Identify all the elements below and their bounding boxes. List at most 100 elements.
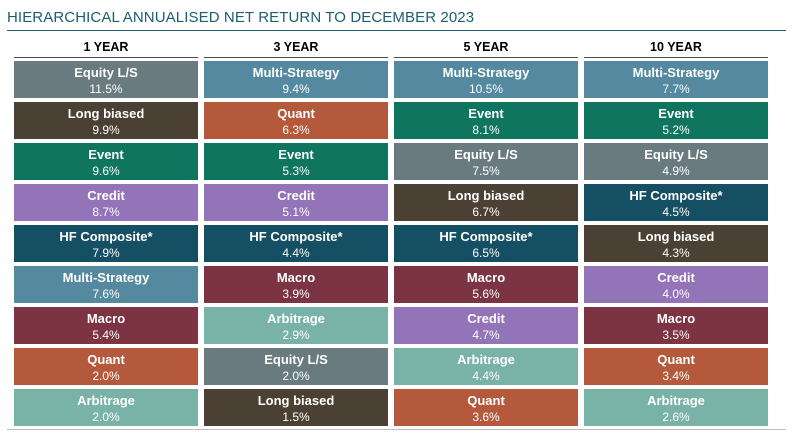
cell-event: Event 5.2%: [584, 102, 768, 139]
strategy-name: Equity L/S: [644, 147, 708, 162]
strategy-name: Long biased: [447, 188, 525, 203]
cell-long-biased: Long biased 6.7%: [394, 184, 578, 221]
column-header: 1 YEAR: [83, 40, 129, 54]
return-value: 9.4%: [282, 82, 310, 96]
column-header-rule: [14, 57, 198, 58]
column-1-year: 1 YEAR Equity L/S 11.5% Long biased 9.9% Even…: [14, 37, 198, 430]
return-value: 3.6%: [472, 410, 500, 424]
column-header: 5 YEAR: [463, 40, 509, 54]
return-value: 4.5%: [662, 205, 690, 219]
strategy-name: Event: [88, 147, 124, 162]
cell-hf-composite: HF Composite* 4.4%: [204, 225, 388, 262]
cell-macro: Macro 5.4%: [14, 307, 198, 344]
cell-credit: Credit 8.7%: [14, 184, 198, 221]
column-header-rule: [204, 57, 388, 58]
strategy-name: Credit: [467, 311, 505, 326]
cell-equity-l-s: Equity L/S 4.9%: [584, 143, 768, 180]
cell-credit: Credit 5.1%: [204, 184, 388, 221]
strategy-name: Multi-Strategy: [62, 270, 150, 285]
strategy-name: Event: [468, 106, 504, 121]
strategy-name: Arbitrage: [647, 393, 705, 408]
return-value: 7.7%: [662, 82, 690, 96]
cell-credit: Credit 4.0%: [584, 266, 768, 303]
cell-credit: Credit 4.7%: [394, 307, 578, 344]
return-value: 2.6%: [662, 410, 690, 424]
cell-quant: Quant 3.6%: [394, 389, 578, 426]
strategy-name: Credit: [87, 188, 125, 203]
strategy-name: Quant: [657, 352, 695, 367]
strategy-name: Quant: [277, 106, 315, 121]
return-value: 8.1%: [472, 123, 500, 137]
strategy-name: Macro: [466, 270, 506, 285]
return-value: 4.4%: [282, 246, 310, 260]
strategy-name: Multi-Strategy: [252, 65, 340, 80]
return-value: 2.0%: [92, 410, 120, 424]
return-value: 7.9%: [92, 246, 120, 260]
cell-multi-strategy: Multi-Strategy 9.4%: [204, 61, 388, 98]
cell-arbitrage: Arbitrage 2.6%: [584, 389, 768, 426]
return-value: 1.5%: [282, 410, 310, 424]
cell-long-biased: Long biased 1.5%: [204, 389, 388, 426]
return-value: 3.5%: [662, 328, 690, 342]
cell-quant: Quant 2.0%: [14, 348, 198, 385]
cell-event: Event 9.6%: [14, 143, 198, 180]
return-value: 5.6%: [472, 287, 500, 301]
cell-hf-composite: HF Composite* 4.5%: [584, 184, 768, 221]
title-rule: [7, 30, 786, 31]
strategy-name: Multi-Strategy: [632, 65, 720, 80]
return-value: 4.3%: [662, 246, 690, 260]
cell-equity-l-s: Equity L/S 7.5%: [394, 143, 578, 180]
cell-event: Event 5.3%: [204, 143, 388, 180]
cell-equity-l-s: Equity L/S 2.0%: [204, 348, 388, 385]
return-value: 6.5%: [472, 246, 500, 260]
return-value: 3.4%: [662, 369, 690, 383]
chart-title: HIERARCHICAL ANNUALISED NET RETURN TO DE…: [7, 9, 475, 26]
return-value: 10.5%: [468, 82, 504, 96]
return-value: 7.5%: [472, 164, 500, 178]
cell-macro: Macro 5.6%: [394, 266, 578, 303]
strategy-name: Equity L/S: [264, 352, 328, 367]
strategy-name: HF Composite*: [439, 229, 533, 244]
return-value: 4.9%: [662, 164, 690, 178]
return-value: 5.3%: [282, 164, 310, 178]
return-value: 5.4%: [92, 328, 120, 342]
return-value: 2.0%: [282, 369, 310, 383]
return-value: 2.0%: [92, 369, 120, 383]
return-value: 4.4%: [472, 369, 500, 383]
cell-hf-composite: HF Composite* 7.9%: [14, 225, 198, 262]
cell-long-biased: Long biased 9.9%: [14, 102, 198, 139]
cell-equity-l-s: Equity L/S 11.5%: [14, 61, 198, 98]
strategy-name: Macro: [276, 270, 316, 285]
cell-macro: Macro 3.9%: [204, 266, 388, 303]
return-value: 5.1%: [282, 205, 310, 219]
strategy-name: Arbitrage: [77, 393, 135, 408]
strategy-name: Event: [278, 147, 314, 162]
cell-long-biased: Long biased 4.3%: [584, 225, 768, 262]
strategy-name: Long biased: [257, 393, 335, 408]
return-value: 11.5%: [89, 82, 123, 96]
return-value: 6.7%: [472, 205, 500, 219]
cell-arbitrage: Arbitrage 2.9%: [204, 307, 388, 344]
cell-multi-strategy: Multi-Strategy 7.6%: [14, 266, 198, 303]
return-value: 5.2%: [662, 123, 690, 137]
strategy-name: Equity L/S: [74, 65, 138, 80]
column-header: 10 YEAR: [650, 40, 702, 54]
return-value: 4.7%: [472, 328, 500, 342]
cell-macro: Macro 3.5%: [584, 307, 768, 344]
cell-multi-strategy: Multi-Strategy 7.7%: [584, 61, 768, 98]
strategy-name: Quant: [87, 352, 125, 367]
strategy-name: HF Composite*: [249, 229, 343, 244]
strategy-name: Credit: [277, 188, 315, 203]
strategy-name: Long biased: [67, 106, 145, 121]
cell-quant: Quant 3.4%: [584, 348, 768, 385]
return-value: 9.6%: [92, 164, 120, 178]
column-header-rule: [394, 57, 578, 58]
column-3-year: 3 YEAR Multi-Strategy 9.4% Quant 6.3% Event 5.…: [204, 37, 388, 430]
return-value: 9.9%: [92, 123, 120, 137]
strategy-name: Quant: [467, 393, 505, 408]
cell-quant: Quant 6.3%: [204, 102, 388, 139]
strategy-name: Equity L/S: [454, 147, 518, 162]
return-value: 4.0%: [662, 287, 690, 301]
strategy-name: HF Composite*: [629, 188, 723, 203]
column-header-rule: [584, 57, 768, 58]
